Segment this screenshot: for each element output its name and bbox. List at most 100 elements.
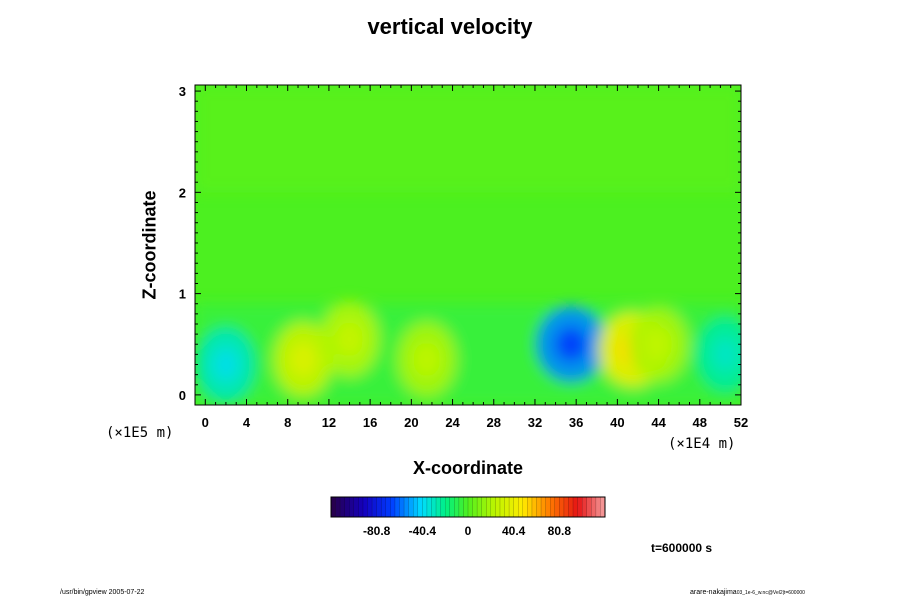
colorbar-cell: [413, 497, 419, 517]
colorbar-cell: [385, 497, 391, 517]
colorbar-cell: [335, 497, 341, 517]
y-axis-label: Z-coordinate: [139, 190, 160, 300]
x-tick-label: 32: [528, 415, 542, 430]
x-axis-label: X-coordinate: [412, 458, 523, 478]
colorbar-cell: [436, 497, 441, 517]
colorbar-cell: [472, 497, 478, 517]
plot-frame: [194, 84, 742, 406]
colorbar-cell: [331, 497, 336, 517]
footer-command: /usr/bin/gpview 2005-07-22: [60, 589, 145, 596]
colorbar-frame: [330, 496, 606, 518]
colorbar-cell: [577, 497, 583, 517]
colorbar-cell: [509, 497, 514, 517]
x-tick-label: 8: [284, 415, 291, 430]
colorbar-cell: [504, 497, 510, 517]
colorbar-cell: [595, 497, 601, 517]
upper-band: [195, 85, 741, 193]
colorbar-cell: [545, 497, 551, 517]
colorbar-cell: [536, 497, 542, 517]
colorbar-cell: [518, 497, 524, 517]
colorbar-tick-label: -40.4: [409, 524, 437, 538]
colorbar-cell: [394, 497, 400, 517]
colorbar-cell: [582, 497, 588, 517]
field-cell-core: [413, 342, 441, 377]
colorbar-cell: [600, 497, 606, 517]
y-axis: 0 1 2 3: [179, 84, 741, 406]
colorbar-cell: [458, 497, 464, 517]
colorbar-cell: [344, 497, 350, 517]
x-tick-label: 40: [610, 415, 624, 430]
colorbar-cell: [399, 497, 405, 517]
colorbar-cell: [358, 497, 364, 517]
footer-source: arare-nakajima03_1e-6_w.nc@Vel2|t=600000: [690, 589, 805, 596]
y-tick-label: 1: [179, 287, 186, 302]
x-tick-label: 16: [363, 415, 377, 430]
field-cell-core: [336, 322, 364, 357]
colorbar-cell: [404, 497, 409, 517]
colorbar-cell: [573, 497, 578, 517]
colorbar-cell: [550, 497, 556, 517]
colorbar-cell: [468, 497, 473, 517]
colorbar-cell: [349, 497, 355, 517]
footer-source-sub: 03_1e-6_w.nc@Vel2|t=600000: [736, 590, 805, 596]
colorbar-cell: [586, 497, 592, 517]
x-tick-label: 12: [322, 415, 336, 430]
colorbar-cell: [445, 497, 451, 517]
field-cell-core: [555, 327, 587, 362]
colorbar-cell: [449, 497, 455, 517]
x-tick-label: 48: [693, 415, 707, 430]
colorbar-cell: [486, 497, 492, 517]
colorbar: -80.8 -40.4 0 40.4 80.8: [330, 496, 606, 538]
colorbar-cell: [522, 497, 528, 517]
colorbar-cell: [499, 497, 505, 517]
x-tick-label: 52: [734, 415, 748, 430]
field-blobs: [195, 85, 741, 405]
colorbar-cell: [490, 497, 496, 517]
x-axis: 0 4 8 12 16 20 24 28 32 36 40 44 48 52: [194, 85, 748, 430]
colorbar-tick-label: -80.8: [363, 524, 391, 538]
plot-area: [195, 85, 741, 405]
colorbar-cell: [463, 497, 469, 517]
colorbar-cell: [563, 497, 569, 517]
colorbar-cell: [495, 497, 501, 517]
colorbar-cell: [481, 497, 487, 517]
colorbar-tick-label: 40.4: [502, 524, 526, 538]
x-tick-label: 4: [243, 415, 251, 430]
colorbar-cell: [431, 497, 437, 517]
footer-source-main: arare-nakajima: [690, 589, 737, 596]
colorbar-cell: [591, 497, 597, 517]
colorbar-cell: [559, 497, 565, 517]
x-scale-factor: (×1E4 m): [668, 436, 736, 452]
colorbar-cell: [527, 497, 533, 517]
colorbar-cell: [454, 497, 460, 517]
field-cell-core: [712, 337, 740, 372]
colorbar-cell: [513, 497, 519, 517]
colorbar-cell: [422, 497, 428, 517]
colorbar-cell: [440, 497, 446, 517]
field-cell-core: [289, 342, 317, 377]
x-tick-label: 44: [651, 415, 666, 430]
colorbar-cell: [554, 497, 560, 517]
colorbar-cell: [408, 497, 414, 517]
chart-title: vertical velocity: [367, 14, 533, 39]
x-tick-label: 0: [202, 415, 209, 430]
y-scale-factor: (×1E5 m): [106, 425, 174, 441]
colorbar-cell: [568, 497, 574, 517]
colorbar-cell: [340, 497, 345, 517]
colorbar-cell: [541, 497, 546, 517]
colorbar-cell: [477, 497, 482, 517]
colorbar-tick-label: 80.8: [548, 524, 572, 538]
colorbar-cell: [362, 497, 368, 517]
colorbar-cell: [376, 497, 382, 517]
x-tick-label: 28: [487, 415, 501, 430]
colorbar-cell: [417, 497, 423, 517]
colorbar-cell: [381, 497, 387, 517]
y-tick-label: 2: [179, 185, 186, 200]
y-tick-label: 0: [179, 388, 186, 403]
y-tick-label: 3: [179, 84, 186, 99]
field-cell-core: [212, 347, 240, 382]
field-cell-core: [645, 327, 673, 362]
x-tick-label: 36: [569, 415, 583, 430]
time-label: t=600000 s: [651, 541, 713, 555]
